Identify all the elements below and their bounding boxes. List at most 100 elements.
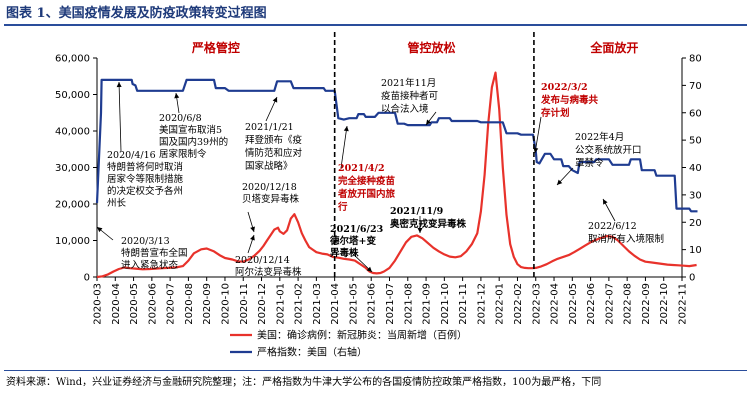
phase-layer: 严格管控 管控放松 全面放开 xyxy=(191,40,639,55)
stringency-series-line xyxy=(95,78,698,213)
annotation-arrowhead xyxy=(603,199,608,205)
x-tick-label: 2020-06 xyxy=(147,283,158,325)
x-tick-label: 2021-07 xyxy=(385,283,396,325)
y-right-tick-label: 80 xyxy=(689,54,702,65)
x-tick-label: 2021-03 xyxy=(312,283,323,325)
annotation-line: 以合法入境 xyxy=(381,103,429,115)
x-tick-label: 2022-04 xyxy=(550,283,561,325)
annotation-arrowhead xyxy=(557,179,563,185)
annotation-arrowhead xyxy=(97,227,103,233)
y-left-tick-label: 30,000 xyxy=(55,163,90,174)
x-tick-label: 2021-10 xyxy=(440,283,451,325)
series-layer xyxy=(95,71,698,279)
legend-stringency-label: 严格指数：美国（右轴） xyxy=(257,346,367,359)
phase-label: 全面放开 xyxy=(589,40,638,55)
x-tick-label: 2022-10 xyxy=(659,283,670,325)
annotation-line: 完全接种疫苗 xyxy=(338,175,396,187)
annotation-arrowhead xyxy=(366,266,372,272)
annotation-arrowhead xyxy=(250,226,255,232)
x-tick-label: 2020-12 xyxy=(257,283,268,325)
annotation-line: 行 xyxy=(337,201,348,213)
x-tick-label: 2020-04 xyxy=(111,283,122,325)
x-tick-label: 2022-08 xyxy=(623,283,634,325)
y-right-tick-label: 60 xyxy=(689,108,702,119)
annotation-line: 2020/6/8 xyxy=(159,113,202,124)
x-tick-label: 2021-02 xyxy=(294,283,305,325)
phase-label: 严格管控 xyxy=(191,40,240,55)
x-tick-label: 2021-01 xyxy=(275,283,286,325)
x-tick-label: 2020-11 xyxy=(239,283,250,325)
annotation-line: 国及国内39州的 xyxy=(159,136,228,148)
annotation-line: 德尔塔+变 xyxy=(330,235,376,247)
x-tick-label: 2021-06 xyxy=(367,283,378,325)
annotation-line: 公交系统放开口 xyxy=(575,144,642,156)
annotation-line: 国家战略》 xyxy=(245,160,293,172)
divider-layer xyxy=(333,32,535,277)
annotation-line: 2020/4/16 xyxy=(107,150,156,161)
y-left-tick-label: 40,000 xyxy=(55,127,90,138)
x-tick-label: 2021-12 xyxy=(476,283,487,325)
x-tick-label: 2022-02 xyxy=(513,283,524,325)
annotation-line: 特朗普将何时取消 xyxy=(107,161,183,173)
x-tick-label: 2022-09 xyxy=(641,283,652,325)
annotation-arrowhead xyxy=(533,147,539,153)
y-left-tick-label: 10,000 xyxy=(55,236,90,247)
x-tick-label: 2020-10 xyxy=(220,283,231,325)
annotation-line: 阿尔法变异毒株 xyxy=(235,266,302,278)
y-right-tick-label: 20 xyxy=(689,218,702,229)
y-right-tick-label: 30 xyxy=(689,190,702,201)
x-tick-label: 2022-06 xyxy=(586,283,597,325)
annotation-line: 2021/6/23 xyxy=(330,224,383,235)
y-right-tick-label: 40 xyxy=(689,163,702,174)
annotation-arrow xyxy=(118,81,122,152)
y-left-tick-label: 0 xyxy=(84,273,90,284)
y-right-tick-label: 0 xyxy=(689,273,695,284)
annotation-line: 2022/6/12 xyxy=(588,221,637,232)
x-tick-label: 2021-08 xyxy=(403,283,414,325)
x-tick-label: 2022-11 xyxy=(678,283,689,325)
annotation-line: 进入紧急状态 xyxy=(121,259,179,271)
x-tick-label: 2021-09 xyxy=(422,283,433,325)
annotation-arrowhead xyxy=(426,119,432,125)
phase-label: 管控放松 xyxy=(408,40,456,55)
annotation-line: 2020/12/14 xyxy=(235,255,290,266)
annotation-line: 疫苗接种者可 xyxy=(381,90,438,102)
x-tick-label: 2022-03 xyxy=(531,283,542,325)
legend-cases-label: 美国：确诊病例：新冠肺炎：当周新增（百例） xyxy=(257,329,467,342)
x-tick-label: 2020-09 xyxy=(202,283,213,325)
annotation-line: 者放开国内旅 xyxy=(337,188,396,200)
y-right-tick-label: 50 xyxy=(689,136,702,147)
annotation-line: 2021年11月 xyxy=(381,77,436,89)
y-left-tick-label: 60,000 xyxy=(55,54,90,65)
axes-layer: 0 10,000 20,000 30,000 40,000 50,000 60,000 0 10… xyxy=(55,54,702,325)
annotation-line: 居家令等限制措施 xyxy=(107,173,184,185)
annotation-line: 存计划 xyxy=(540,107,570,119)
y-right-tick-label: 70 xyxy=(689,81,702,92)
annotation-line: 2020/12/18 xyxy=(242,182,297,193)
x-tick-label: 2021-11 xyxy=(458,283,469,325)
annotation-line: 州长 xyxy=(107,197,127,209)
annotation-line: 发布与病毒共 xyxy=(540,94,599,106)
x-tick-label: 2020-08 xyxy=(184,283,195,325)
annotation-arrow xyxy=(534,116,542,154)
annotation-line: 拜登颁布《疫 xyxy=(245,134,303,146)
y-right-tick-label: 10 xyxy=(689,245,702,256)
annotation-line: 2021/11/9 xyxy=(390,206,444,217)
annotation-line: 2022年4月 xyxy=(575,131,624,143)
annotation-arrowhead xyxy=(417,228,423,233)
annotation-line: 2020/3/13 xyxy=(121,236,170,247)
annotation-arrowhead xyxy=(343,126,349,132)
annotation-line: 2022/3/2 xyxy=(541,82,588,93)
annotation-line: 特朗普宣布全国 xyxy=(121,247,188,259)
footnote-rule xyxy=(4,370,747,371)
annotation-line: 罩禁令 xyxy=(575,157,604,169)
annotation-arrow xyxy=(340,125,348,169)
